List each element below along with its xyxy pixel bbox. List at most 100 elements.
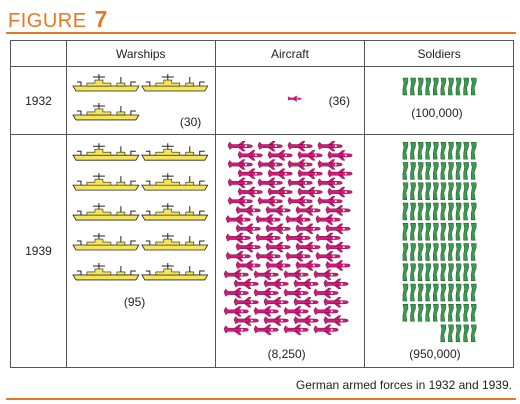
aircraft-icon-1939-41 [225, 232, 251, 244]
soldier-icon-1939-40 [471, 202, 477, 221]
soldier-icon-1939-26 [440, 182, 447, 200]
soldier-icon-1939-80 [471, 283, 477, 302]
aircraft-icon-1939-17 [227, 177, 253, 188]
aircraft-icon-1939-66 [253, 287, 279, 299]
soldier-icon-1939-82 [410, 304, 417, 322]
soldier-icon-1939-84 [425, 304, 432, 322]
soldier-icon-1932-7 [448, 77, 454, 96]
warship-icons-1939 [72, 143, 209, 281]
warship-icon-1939-3 [72, 173, 140, 191]
cell-1932-aircraft: (36) [214, 66, 366, 135]
soldier-icon-1939-83 [418, 304, 424, 322]
soldier-icon-1939-14 [425, 162, 432, 180]
soldier-icon-1939-72 [410, 283, 417, 302]
soldier-icon-1939-31 [402, 202, 409, 221]
value-1939-soldiers: (950,000) [409, 347, 461, 361]
aircraft-icon-1939-15 [297, 168, 323, 179]
header-soldiers: Soldiers [364, 40, 514, 67]
soldier-icon-1939-90 [471, 304, 477, 322]
warship-icon-1939-1 [72, 143, 140, 161]
aircraft-icon-1939-36 [315, 214, 341, 225]
aircraft-icon-1939-82 [253, 324, 279, 335]
figure-number: 7 [94, 6, 108, 32]
aircraft-icon-1939-16 [327, 168, 353, 179]
aircraft-icon-1939-50 [255, 251, 281, 262]
soldier-icon-1939-37 [448, 202, 454, 221]
aircraft-icon-1939-75 [283, 306, 309, 317]
soldier-icon-1939-47 [448, 223, 454, 241]
soldier-icon-1939-56 [440, 243, 447, 261]
soldier-icon-1939-2 [410, 141, 417, 160]
aircraft-icon-1939-23 [297, 186, 323, 198]
soldier-icon-1939-20 [471, 162, 477, 180]
year-1932: 1932 [10, 66, 67, 135]
aircraft-icon-1939-69 [233, 297, 259, 308]
aircraft-icon-1939-6 [267, 150, 293, 161]
aircraft-icon-1939-19 [287, 177, 313, 188]
aircraft-icon-1939-4 [317, 141, 343, 152]
soldier-icon-1939-66 [440, 263, 447, 281]
soldier-icon-1939-71 [402, 283, 409, 302]
aircraft-icon-1939-51 [285, 251, 311, 262]
soldier-icon-1939-33 [418, 202, 424, 221]
soldier-icon-1939-44 [425, 223, 432, 241]
soldier-icon-1932-3 [418, 77, 424, 96]
soldier-icon-1939-63 [418, 263, 424, 281]
soldier-icon-1939-30 [471, 182, 477, 200]
soldier-icon-1939-36 [440, 202, 447, 221]
header-aircraft: Aircraft [214, 40, 366, 67]
aircraft-icon-1939-20 [317, 177, 343, 188]
soldier-icon-1939-15 [433, 162, 439, 180]
soldier-icon-1939-67 [448, 263, 454, 281]
aircraft-icon-1939-83 [283, 324, 309, 335]
aircraft-icon-1939-72 [323, 297, 349, 308]
aircraft-icon-1939-22 [267, 186, 293, 198]
top-rule [6, 32, 516, 34]
warship-icon-1939-4 [141, 173, 209, 191]
value-1932-soldiers: (100,000) [411, 106, 463, 120]
year-1939: 1939 [10, 134, 67, 368]
aircraft-icon-1939-78 [263, 315, 289, 326]
soldier-icon-1939-21 [402, 182, 409, 200]
soldier-icon-1939-27 [448, 182, 454, 200]
soldier-icon-1939-61 [402, 263, 409, 281]
warship-icon-1932-3 [72, 102, 140, 121]
soldier-icon-1939-5 [433, 141, 439, 160]
soldier-icon-1939-86 [440, 304, 447, 322]
aircraft-icon-1939-81 [223, 324, 249, 335]
soldier-icon-1932-4 [425, 77, 432, 96]
soldier-icon-1939-25 [433, 182, 439, 200]
aircraft-icon-1939-25 [227, 196, 253, 207]
soldier-icon-1932-6 [440, 77, 447, 96]
aircraft-icons-1939 [223, 141, 353, 335]
aircraft-icon-1939-64 [323, 278, 349, 289]
soldier-icon-1939-34 [425, 202, 432, 221]
soldier-icon-1939-78 [456, 283, 462, 302]
warship-icon-1932-1 [72, 74, 140, 92]
aircraft-icon-1939-45 [235, 242, 261, 253]
soldier-icon-1932-5 [433, 77, 439, 96]
soldier-icon-1939-59 [463, 243, 470, 261]
soldier-icon-1939-74 [425, 283, 432, 302]
soldier-icon-1939-68 [456, 263, 462, 281]
soldier-icon-1939-88 [456, 304, 462, 322]
cell-1932-soldiers: (100,000) [364, 66, 514, 135]
soldier-icon-1939-41 [402, 223, 409, 241]
aircraft-icon-1939-68 [313, 287, 339, 299]
soldier-icon-1939-95 [471, 324, 477, 343]
soldier-icon-1939-42 [410, 223, 417, 241]
soldier-icon-1932-1 [402, 77, 409, 96]
aircraft-icon-1939-60 [313, 269, 339, 280]
aircraft-icon-1939-42 [255, 232, 281, 244]
warship-icons-1932 [72, 74, 209, 121]
aircraft-icon-1939-34 [255, 214, 281, 225]
aircraft-icon-1939-62 [263, 278, 289, 289]
soldier-icon-1939-55 [433, 243, 439, 261]
soldier-icon-1939-11 [402, 162, 409, 180]
aircraft-icon-1939-76 [313, 306, 339, 317]
soldier-icon-1939-62 [410, 263, 417, 281]
value-1939-aircraft: (8,250) [267, 347, 306, 361]
aircraft-icon-1939-49 [225, 251, 251, 262]
soldier-icon-1939-92 [448, 324, 454, 343]
aircraft-icon-1939-79 [293, 315, 319, 326]
